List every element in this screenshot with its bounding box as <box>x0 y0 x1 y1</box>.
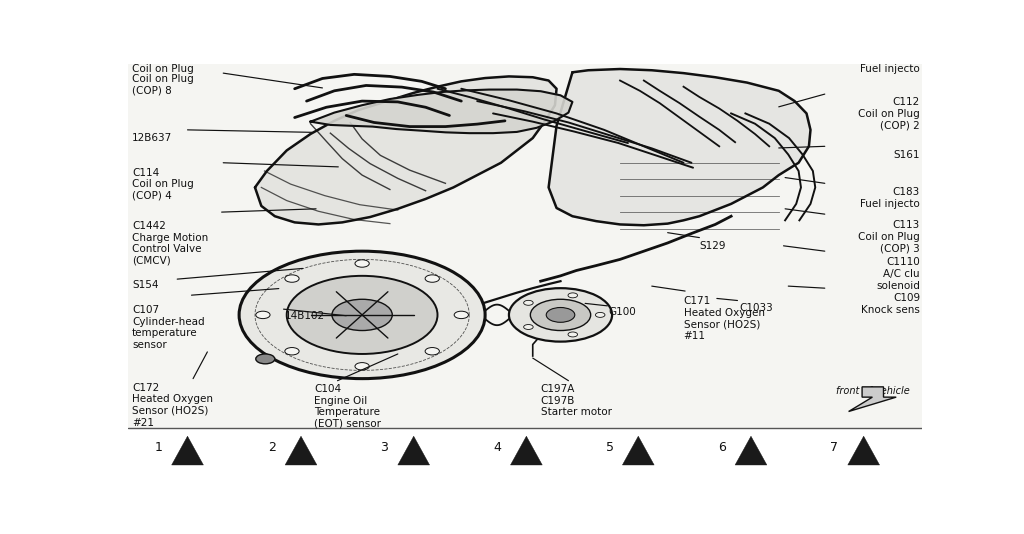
Text: S154: S154 <box>132 280 159 290</box>
Text: Coil on Plug: Coil on Plug <box>132 64 194 74</box>
Polygon shape <box>172 436 204 465</box>
Text: 2: 2 <box>268 441 276 454</box>
Text: C113
Coil on Plug
(COP) 3: C113 Coil on Plug (COP) 3 <box>858 221 920 254</box>
Polygon shape <box>735 436 767 465</box>
Text: C109
Knock sens: C109 Knock sens <box>861 293 920 315</box>
Text: S161: S161 <box>894 151 920 160</box>
Text: C197A
C197B
Starter motor: C197A C197B Starter motor <box>541 384 611 417</box>
Circle shape <box>355 260 370 267</box>
Polygon shape <box>285 436 316 465</box>
Circle shape <box>425 348 439 355</box>
Circle shape <box>509 288 612 342</box>
Circle shape <box>285 275 299 282</box>
Polygon shape <box>848 436 880 465</box>
Circle shape <box>256 354 274 364</box>
Polygon shape <box>549 69 811 225</box>
Circle shape <box>455 311 468 319</box>
Text: C104
Engine Oil
Temperature
(EOT) sensor: C104 Engine Oil Temperature (EOT) sensor <box>314 384 382 429</box>
Polygon shape <box>623 436 654 465</box>
Polygon shape <box>255 76 557 224</box>
Circle shape <box>425 275 439 282</box>
Text: Fuel injecto: Fuel injecto <box>860 64 920 74</box>
Circle shape <box>595 312 605 317</box>
Text: C107
Cylinder-head
temperature
sensor: C107 Cylinder-head temperature sensor <box>132 305 205 350</box>
Text: 7: 7 <box>830 441 839 454</box>
Text: 14B102: 14B102 <box>285 311 326 321</box>
Bar <box>128 64 922 428</box>
Text: 5: 5 <box>606 441 613 454</box>
Circle shape <box>568 332 578 337</box>
Text: C114
Coil on Plug
(COP) 4: C114 Coil on Plug (COP) 4 <box>132 168 194 201</box>
Circle shape <box>546 308 574 323</box>
Text: 4: 4 <box>494 441 501 454</box>
Polygon shape <box>849 387 896 412</box>
Text: S129: S129 <box>699 241 726 251</box>
Polygon shape <box>310 90 572 133</box>
Text: C1033: C1033 <box>739 303 773 312</box>
Text: C172
Heated Oxygen
Sensor (HO2S)
#21: C172 Heated Oxygen Sensor (HO2S) #21 <box>132 383 213 428</box>
Circle shape <box>355 363 370 370</box>
Text: front of vehicle: front of vehicle <box>836 386 909 396</box>
Text: 12B637: 12B637 <box>132 133 172 143</box>
Text: C183
Fuel injecto: C183 Fuel injecto <box>860 187 920 209</box>
Polygon shape <box>511 436 543 465</box>
Circle shape <box>568 293 578 298</box>
Text: 1: 1 <box>155 441 162 454</box>
Circle shape <box>530 299 591 331</box>
Circle shape <box>285 348 299 355</box>
Text: C1442
Charge Motion
Control Valve
(CMCV): C1442 Charge Motion Control Valve (CMCV) <box>132 221 208 266</box>
Circle shape <box>523 300 534 305</box>
Text: Coil on Plug
(COP) 8: Coil on Plug (COP) 8 <box>132 74 194 96</box>
Text: 3: 3 <box>380 441 388 454</box>
Text: 6: 6 <box>718 441 726 454</box>
Circle shape <box>523 325 534 329</box>
Text: C171
Heated Oxygen
Sensor (HO2S)
#11: C171 Heated Oxygen Sensor (HO2S) #11 <box>684 296 765 341</box>
Text: G100: G100 <box>608 308 636 318</box>
Circle shape <box>287 276 437 354</box>
Polygon shape <box>397 436 430 465</box>
Circle shape <box>239 251 485 379</box>
Circle shape <box>256 311 270 319</box>
Text: C1110
A/C clu
solenoid: C1110 A/C clu solenoid <box>877 257 920 290</box>
Text: C112
Coil on Plug
(COP) 2: C112 Coil on Plug (COP) 2 <box>858 97 920 130</box>
Circle shape <box>332 299 392 331</box>
